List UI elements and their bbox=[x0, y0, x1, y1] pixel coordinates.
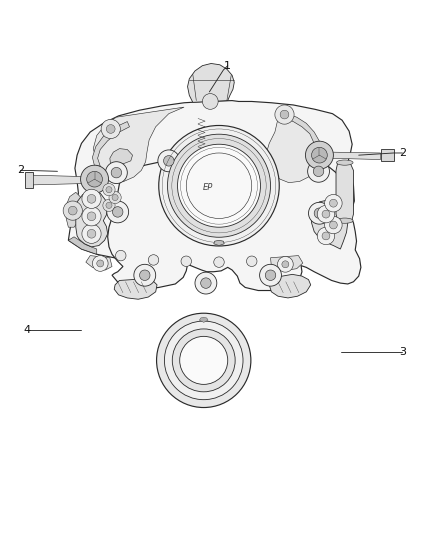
Circle shape bbox=[280, 110, 289, 119]
Circle shape bbox=[229, 150, 251, 172]
Text: EP: EP bbox=[203, 183, 213, 192]
Circle shape bbox=[214, 257, 224, 268]
Circle shape bbox=[63, 201, 82, 220]
Polygon shape bbox=[199, 317, 208, 322]
Polygon shape bbox=[266, 109, 319, 183]
Polygon shape bbox=[68, 237, 97, 254]
Circle shape bbox=[159, 125, 279, 246]
Circle shape bbox=[235, 156, 245, 166]
Circle shape bbox=[260, 264, 282, 286]
Circle shape bbox=[101, 119, 120, 139]
Circle shape bbox=[325, 216, 342, 234]
Text: 3: 3 bbox=[399, 346, 406, 357]
Circle shape bbox=[87, 229, 96, 238]
Circle shape bbox=[265, 270, 276, 280]
Circle shape bbox=[282, 261, 289, 268]
Circle shape bbox=[113, 207, 123, 217]
Circle shape bbox=[109, 191, 121, 204]
Circle shape bbox=[308, 203, 330, 224]
Polygon shape bbox=[92, 122, 130, 166]
Text: 4: 4 bbox=[23, 325, 31, 335]
Circle shape bbox=[156, 313, 251, 408]
Circle shape bbox=[81, 165, 109, 193]
Circle shape bbox=[148, 255, 159, 265]
Circle shape bbox=[87, 195, 96, 203]
Circle shape bbox=[68, 206, 77, 215]
Polygon shape bbox=[284, 114, 319, 154]
Circle shape bbox=[275, 105, 294, 124]
Polygon shape bbox=[269, 274, 311, 298]
Circle shape bbox=[106, 125, 115, 133]
Circle shape bbox=[307, 160, 329, 182]
Circle shape bbox=[97, 260, 104, 267]
Circle shape bbox=[201, 278, 211, 288]
Circle shape bbox=[329, 199, 337, 207]
Text: 1: 1 bbox=[224, 61, 231, 71]
Circle shape bbox=[329, 221, 337, 229]
Polygon shape bbox=[86, 256, 112, 270]
Circle shape bbox=[181, 256, 191, 266]
Circle shape bbox=[305, 141, 333, 169]
Circle shape bbox=[172, 329, 235, 392]
Circle shape bbox=[106, 203, 112, 208]
Circle shape bbox=[247, 256, 257, 266]
Circle shape bbox=[278, 256, 293, 272]
Polygon shape bbox=[311, 153, 327, 165]
Circle shape bbox=[106, 161, 127, 183]
Polygon shape bbox=[108, 138, 361, 290]
Circle shape bbox=[322, 232, 330, 240]
Polygon shape bbox=[93, 107, 184, 182]
Circle shape bbox=[103, 183, 115, 196]
Circle shape bbox=[103, 199, 115, 212]
Ellipse shape bbox=[336, 218, 353, 223]
Circle shape bbox=[158, 150, 180, 172]
Polygon shape bbox=[33, 175, 84, 185]
Circle shape bbox=[106, 187, 112, 193]
Ellipse shape bbox=[336, 160, 353, 165]
Polygon shape bbox=[381, 149, 394, 161]
Polygon shape bbox=[271, 256, 303, 271]
Circle shape bbox=[140, 270, 150, 280]
Circle shape bbox=[317, 205, 335, 223]
Circle shape bbox=[116, 251, 126, 261]
Circle shape bbox=[177, 144, 261, 227]
Circle shape bbox=[163, 156, 174, 166]
Polygon shape bbox=[66, 192, 81, 227]
Circle shape bbox=[195, 272, 217, 294]
Circle shape bbox=[311, 147, 327, 163]
Text: 2: 2 bbox=[17, 165, 24, 175]
Polygon shape bbox=[114, 279, 157, 299]
Circle shape bbox=[202, 94, 218, 109]
Circle shape bbox=[82, 224, 101, 244]
Circle shape bbox=[107, 201, 129, 223]
Circle shape bbox=[164, 321, 243, 400]
Circle shape bbox=[186, 153, 252, 219]
Circle shape bbox=[82, 207, 101, 226]
Text: 2: 2 bbox=[399, 148, 406, 158]
Polygon shape bbox=[187, 63, 234, 102]
Polygon shape bbox=[25, 172, 33, 188]
Circle shape bbox=[87, 212, 96, 221]
Polygon shape bbox=[336, 163, 353, 221]
Circle shape bbox=[134, 264, 155, 286]
Circle shape bbox=[317, 227, 335, 245]
Polygon shape bbox=[329, 152, 381, 159]
Polygon shape bbox=[214, 240, 224, 246]
Circle shape bbox=[82, 189, 101, 208]
Circle shape bbox=[322, 210, 330, 218]
Circle shape bbox=[87, 171, 102, 187]
Circle shape bbox=[325, 195, 342, 212]
Circle shape bbox=[167, 134, 271, 237]
Polygon shape bbox=[110, 149, 133, 166]
Circle shape bbox=[180, 336, 228, 384]
Circle shape bbox=[313, 166, 324, 176]
Circle shape bbox=[314, 208, 325, 219]
Polygon shape bbox=[68, 101, 354, 263]
Circle shape bbox=[92, 256, 108, 271]
Circle shape bbox=[111, 167, 122, 178]
Circle shape bbox=[112, 195, 118, 200]
Polygon shape bbox=[76, 191, 108, 247]
Polygon shape bbox=[311, 200, 348, 249]
